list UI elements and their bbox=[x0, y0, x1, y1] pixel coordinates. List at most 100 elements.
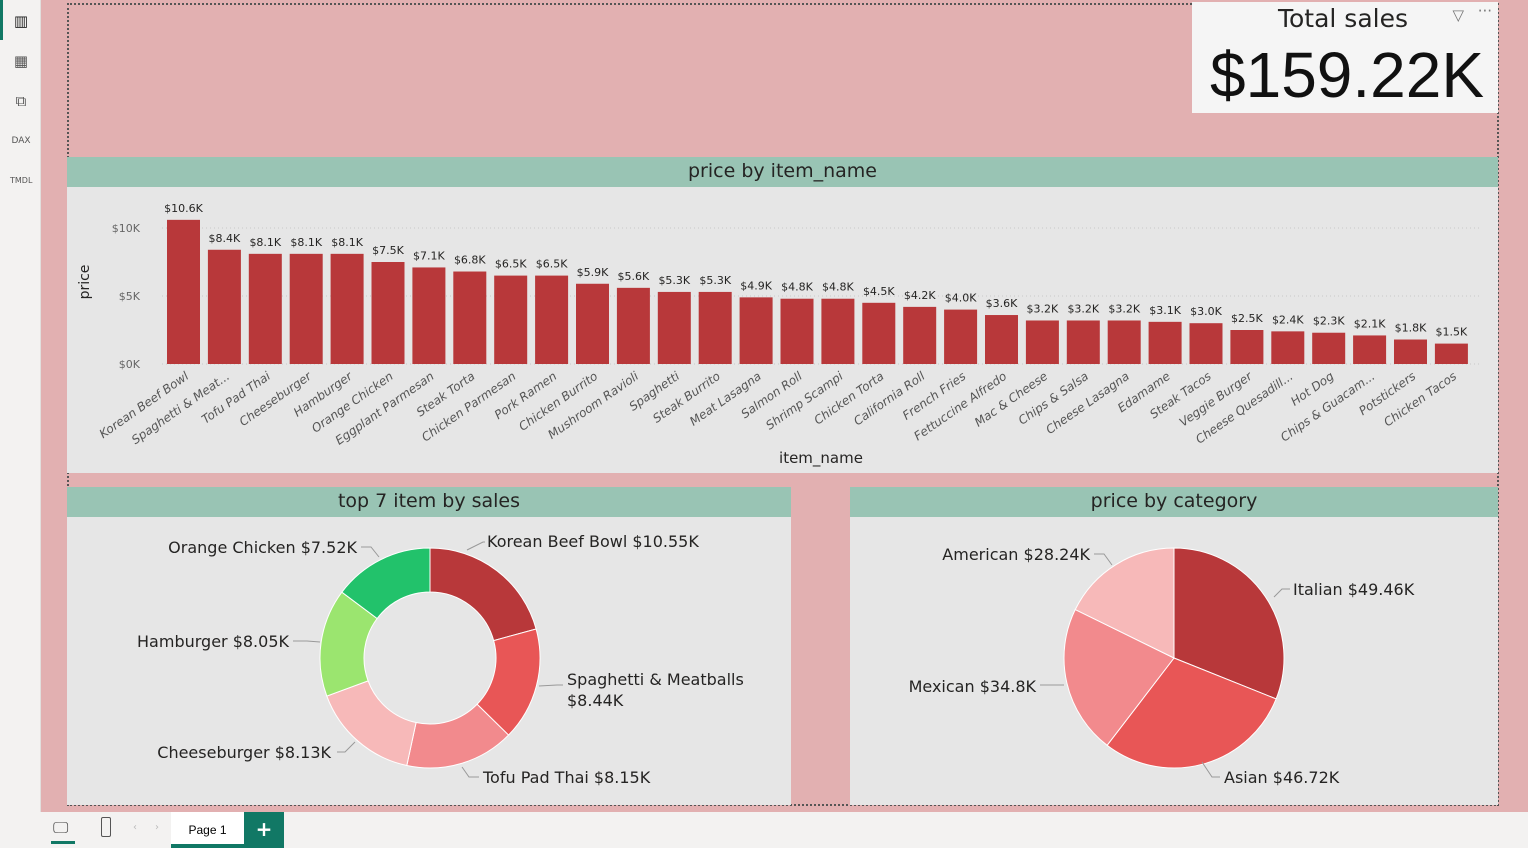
data-label: $3.2K bbox=[1108, 302, 1140, 315]
bar-chart-visual[interactable]: price by item_name $0K $5K $10K price item_n… bbox=[67, 157, 1498, 473]
donut-chart-visual[interactable]: top 7 item by sales Korean Beef Bowl $10… bbox=[67, 487, 791, 805]
leader-line bbox=[538, 684, 563, 687]
data-label: $4.0K bbox=[945, 292, 977, 305]
dax-query-icon[interactable]: DAX bbox=[11, 136, 31, 146]
view-sidebar: ▥ ▦ ⧉ DAX TMDL bbox=[0, 0, 41, 812]
bar bbox=[207, 249, 241, 364]
slice bbox=[1063, 608, 1175, 747]
data-label: $3.2K bbox=[1067, 302, 1099, 315]
report-view-icon[interactable]: ▥ bbox=[13, 12, 29, 30]
leader-line bbox=[293, 640, 321, 643]
data-label: $3.1K bbox=[1149, 304, 1181, 317]
card-title: Total sales bbox=[1277, 4, 1408, 33]
bar bbox=[657, 291, 691, 364]
desktop-layout-icon[interactable]: 🖵 bbox=[53, 818, 69, 837]
y-axis-title: price bbox=[77, 265, 93, 300]
data-label: $6.5K bbox=[495, 258, 527, 271]
pie-chart-visual[interactable]: price by category Italian $49.46K Asian $… bbox=[850, 487, 1498, 805]
bar bbox=[780, 298, 814, 364]
bar bbox=[248, 253, 282, 364]
bar bbox=[985, 315, 1018, 364]
prev-page-icon[interactable]: ‹ bbox=[133, 822, 137, 833]
total-sales-card[interactable]: Total sales ▽ ··· $159.22K bbox=[1192, 2, 1498, 113]
x-axis-title: item_name bbox=[779, 449, 863, 468]
bar bbox=[1230, 330, 1264, 364]
data-label: $4.8K bbox=[822, 281, 854, 294]
mobile-layout-icon[interactable] bbox=[101, 817, 111, 837]
leader-line bbox=[1201, 761, 1220, 778]
slice-label: Italian $49.46K bbox=[1293, 580, 1415, 599]
slice bbox=[326, 680, 417, 767]
bar bbox=[1434, 343, 1468, 364]
data-label: $3.6K bbox=[986, 297, 1018, 310]
data-label: $5.6K bbox=[618, 270, 650, 283]
pie-chart-svg: Italian $49.46K Asian $46.72K Mexican $34.… bbox=[909, 545, 1415, 787]
leader-line bbox=[361, 546, 380, 558]
donut-chart-svg: Korean Beef Bowl $10.55K Spaghetti & Meat… bbox=[137, 532, 744, 787]
bar bbox=[535, 275, 569, 364]
bar bbox=[576, 283, 609, 364]
slice-label: Orange Chicken $7.52K bbox=[168, 538, 357, 557]
model-view-icon[interactable]: ⧉ bbox=[15, 92, 27, 110]
bar bbox=[616, 287, 650, 364]
filter-icon[interactable]: ▽ bbox=[1452, 6, 1464, 24]
data-label: $3.2K bbox=[1027, 302, 1059, 315]
leader-line bbox=[461, 766, 479, 778]
data-label: $1.5K bbox=[1436, 326, 1468, 339]
data-label: $4.2K bbox=[904, 289, 936, 302]
next-page-icon[interactable]: › bbox=[155, 822, 159, 833]
data-label: $4.9K bbox=[740, 279, 772, 292]
more-options-icon[interactable]: ··· bbox=[1477, 2, 1492, 20]
bar bbox=[1189, 323, 1223, 364]
slice bbox=[341, 547, 431, 620]
bar bbox=[903, 306, 937, 364]
bar bbox=[412, 267, 446, 364]
data-label: $1.8K bbox=[1395, 322, 1427, 335]
bar bbox=[1148, 321, 1182, 364]
tab-page-1[interactable]: Page 1 bbox=[171, 812, 244, 848]
x-tick-label: California Roll bbox=[851, 369, 928, 429]
slice-label: Korean Beef Bowl $10.55K bbox=[487, 532, 699, 551]
x-tick-label: Chicken Torta bbox=[811, 369, 886, 427]
data-label: $5.3K bbox=[658, 274, 690, 287]
bar bbox=[821, 298, 855, 364]
data-label: $4.5K bbox=[863, 285, 895, 298]
slice-label: American $28.24K bbox=[942, 545, 1090, 564]
data-label: $3.0K bbox=[1190, 305, 1222, 318]
bar bbox=[289, 253, 323, 364]
add-page-button[interactable]: + bbox=[244, 812, 284, 848]
bar bbox=[1394, 339, 1427, 364]
slice-label: Hamburger $8.05K bbox=[137, 632, 289, 651]
data-label: $2.3K bbox=[1313, 315, 1345, 328]
slice-label: Mexican $34.8K bbox=[909, 677, 1037, 696]
bar bbox=[453, 271, 487, 364]
data-label: $7.5K bbox=[372, 244, 404, 257]
data-label: $8.1K bbox=[290, 236, 322, 249]
x-tick-label: Meat Lasagna bbox=[687, 369, 764, 429]
data-label: $6.8K bbox=[454, 254, 486, 267]
leader-line bbox=[1273, 588, 1290, 598]
card-value: $159.22K bbox=[1210, 39, 1485, 111]
slice-label: Cheeseburger $8.13K bbox=[157, 743, 331, 762]
bar bbox=[739, 297, 773, 364]
tmdl-view-icon[interactable]: TMDL bbox=[10, 176, 33, 185]
bar bbox=[1107, 320, 1141, 364]
slice-label: Tofu Pad Thai $8.15K bbox=[482, 768, 651, 787]
bar bbox=[1271, 331, 1305, 364]
slice-label: Asian $46.72K bbox=[1224, 768, 1340, 787]
leader-line bbox=[466, 541, 485, 551]
donut-chart-title: top 7 item by sales bbox=[67, 487, 791, 517]
leader-line bbox=[337, 741, 356, 753]
bar bbox=[1353, 335, 1387, 364]
table-view-icon[interactable]: ▦ bbox=[13, 52, 29, 70]
bar bbox=[371, 262, 405, 364]
slice bbox=[429, 547, 537, 642]
bar-chart-title: price by item_name bbox=[67, 157, 1498, 187]
bar bbox=[1066, 320, 1100, 364]
bar bbox=[1025, 320, 1059, 364]
page-tabs-bar: 🖵 ‹ › Page 1 + bbox=[41, 812, 1528, 848]
data-label: $4.8K bbox=[781, 281, 813, 294]
layout-indicator bbox=[51, 841, 75, 844]
slice bbox=[1173, 547, 1285, 700]
